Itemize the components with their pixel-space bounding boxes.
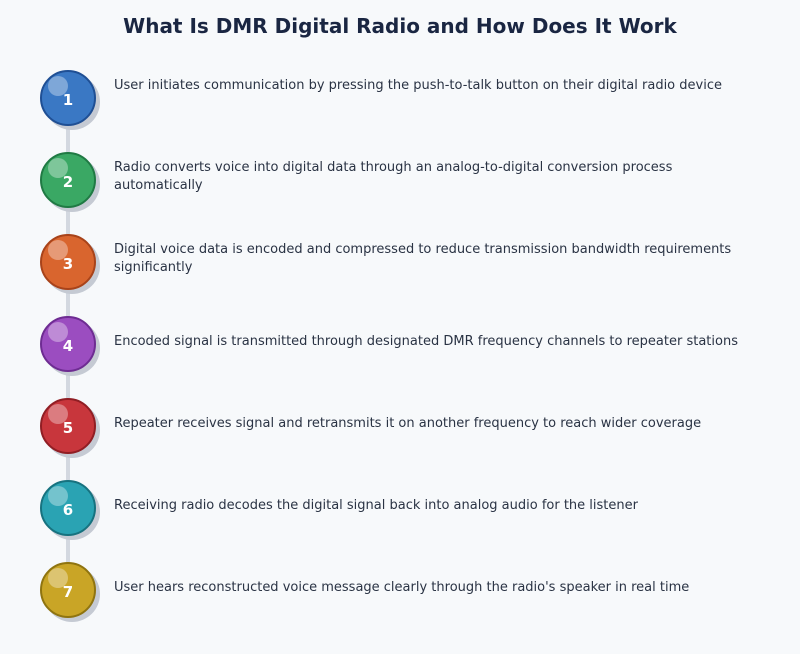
highlight [48,568,68,588]
step-text: Digital voice data is encoded and compre… [114,242,732,275]
step-number-badge: 5 [40,398,96,454]
step-text: User initiates communication by pressing… [114,78,722,93]
step-number-badge: 6 [40,480,96,536]
step-number: 4 [62,337,74,355]
step-3: 3 Digital voice data is encoded and comp… [0,234,800,294]
step-text: Encoded signal is transmitted through de… [114,334,738,349]
step-number: 6 [62,501,74,519]
step-text: Radio converts voice into digital data t… [114,160,673,193]
step-4: 4 Encoded signal is transmitted through … [0,316,800,376]
step-2: 2 Radio converts voice into digital data… [0,152,800,212]
highlight [48,486,68,506]
step-number: 2 [62,173,74,191]
page-title: What Is DMR Digital Radio and How Does I… [123,14,677,38]
step-number: 5 [62,419,74,437]
step-number-badge: 7 [40,562,96,618]
step-number: 1 [62,91,74,109]
step-number-badge: 2 [40,152,96,208]
highlight [48,404,68,424]
step-number: 3 [62,255,74,273]
highlight [48,158,68,178]
step-text: Repeater receives signal and retransmits… [114,416,702,431]
step-6: 6 Receiving radio decodes the digital si… [0,480,800,540]
highlight [48,240,68,260]
step-text: User hears reconstructed voice message c… [114,580,690,595]
highlight [48,76,68,96]
step-1: 1 User initiates communication by pressi… [0,70,800,130]
step-5: 5 Repeater receives signal and retransmi… [0,398,800,458]
highlight [48,322,68,342]
step-text: Receiving radio decodes the digital sign… [114,498,638,513]
step-number-badge: 3 [40,234,96,290]
step-number-badge: 4 [40,316,96,372]
step-7: 7 User hears reconstructed voice message… [0,562,800,622]
step-number-badge: 1 [40,70,96,126]
step-number: 7 [62,583,74,601]
